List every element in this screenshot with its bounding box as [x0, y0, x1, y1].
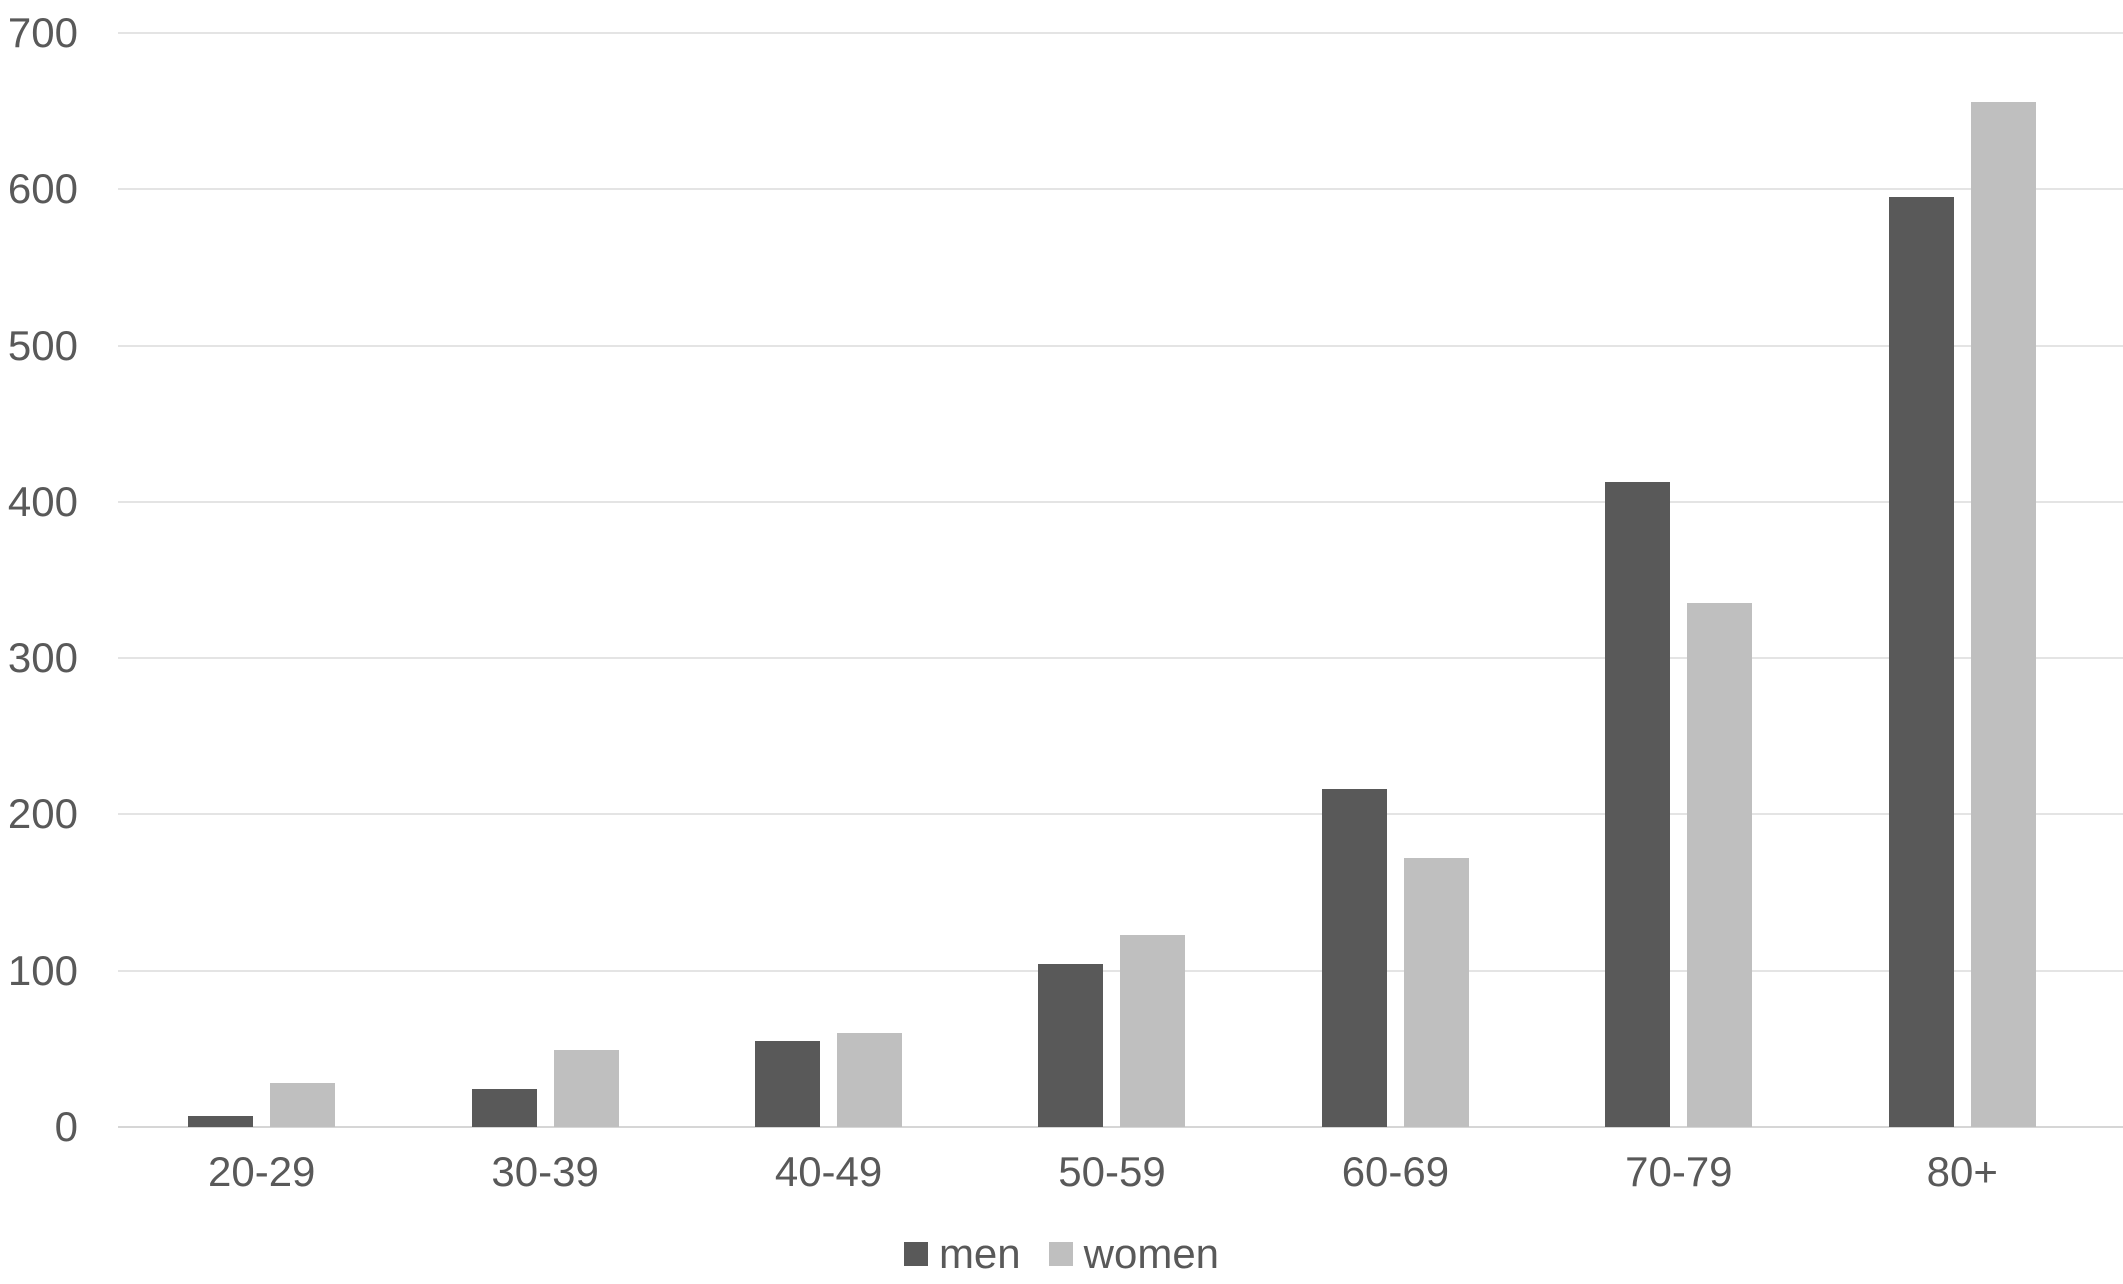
y-tick-label-0: 0	[54, 1103, 78, 1150]
bar-group-60-69	[1254, 33, 1537, 1127]
x-tick-label-60-69: 60-69	[1341, 1148, 1450, 1195]
bar-women-20-29	[270, 1083, 336, 1127]
bar-men-60-69	[1321, 789, 1387, 1127]
bar-women-50-59	[1120, 935, 1186, 1127]
gridline-300	[118, 657, 2123, 660]
x-axis: 20-29 30-39 40-49 50-59 60-69 70-79 80+	[120, 1148, 2104, 1196]
bar-men-30-39	[471, 1089, 537, 1127]
legend-label-men: men	[938, 1230, 1021, 1277]
x-tick-label-30-39: 30-39	[491, 1148, 599, 1195]
y-tick-label-700: 700	[7, 9, 78, 56]
y-tick-label-600: 600	[7, 165, 78, 213]
bar-men-70-79	[1605, 482, 1671, 1127]
bar-women-40-49	[837, 1033, 903, 1127]
legend-item-women: women	[1048, 1230, 1220, 1278]
x-tick-label-40-49: 40-49	[774, 1148, 883, 1195]
x-tick-label-70-79: 70-79	[1625, 1148, 1733, 1195]
bar-men-50-59	[1038, 964, 1104, 1127]
bar-men-40-49	[755, 1041, 821, 1127]
legend-swatch-women	[1048, 1242, 1073, 1266]
legend: men women	[0, 1230, 2123, 1278]
legend-label-women: women	[1083, 1230, 1220, 1277]
bar-group-20-29	[120, 33, 403, 1127]
legend-item-men: men	[903, 1230, 1021, 1278]
gridline-500	[118, 344, 2123, 347]
bar-women-70-79	[1687, 603, 1753, 1127]
y-axis: 0 100 200 300 400 500 600 700	[0, 9, 78, 1150]
gridline-400	[118, 500, 2123, 503]
y-tick-label-500: 500	[7, 321, 78, 369]
gridline-0	[118, 1126, 2123, 1128]
y-tick-label-200: 200	[7, 790, 78, 838]
legend-swatch-men	[903, 1242, 928, 1266]
bar-men-20-29	[188, 1116, 254, 1127]
y-tick-label-100: 100	[7, 946, 78, 994]
plot-area	[118, 32, 2123, 1128]
bar-group-30-39	[403, 33, 686, 1127]
y-tick-label-300: 300	[7, 634, 78, 682]
x-tick-label-80+: 80+	[1926, 1148, 1998, 1195]
x-tick-label-50-59: 50-59	[1058, 1148, 1166, 1195]
bar-group-50-59	[970, 33, 1253, 1127]
y-tick-label-400: 400	[7, 477, 78, 525]
gridline-600	[118, 188, 2123, 191]
bar-group-70-79	[1537, 33, 1820, 1127]
bar-women-80+	[1970, 102, 2036, 1127]
gridline-200	[118, 813, 2123, 816]
bar-groups	[120, 33, 2104, 1127]
bar-group-40-49	[687, 33, 970, 1127]
bar-group-80+	[1821, 33, 2104, 1127]
x-tick-label-20-29: 20-29	[208, 1148, 316, 1195]
bar-women-30-39	[553, 1050, 619, 1127]
bar-men-80+	[1888, 197, 1954, 1127]
gridline-700	[118, 32, 2123, 34]
bar-women-60-69	[1403, 858, 1469, 1127]
